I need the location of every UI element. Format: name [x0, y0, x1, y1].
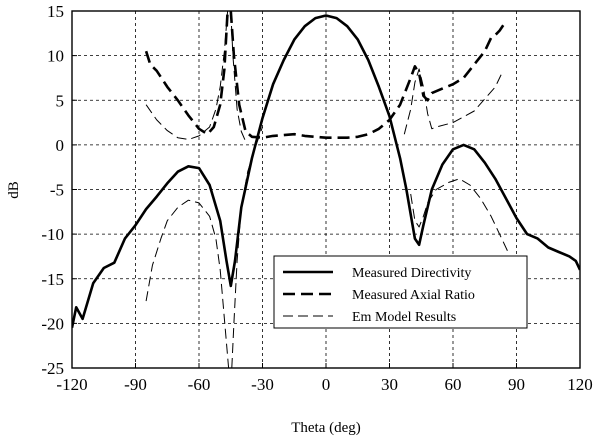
x-tick-label: 120 — [567, 375, 593, 394]
x-tick-label: 30 — [381, 375, 398, 394]
y-axis-title: dB — [6, 181, 22, 199]
series-line-em-model-results — [145, 11, 229, 140]
x-tick-label: 90 — [508, 375, 525, 394]
legend-label-measured-axial-ratio: Measured Axial Ratio — [352, 288, 475, 303]
series-line-em-model-results — [410, 178, 509, 253]
x-tick-label: -30 — [251, 375, 274, 394]
series-line-measured-directivity — [72, 14, 580, 329]
y-tick-label: 10 — [47, 47, 64, 66]
series-line-em-model-results — [231, 126, 263, 368]
y-tick-label: 5 — [56, 91, 65, 110]
x-axis-title: Theta (deg) — [291, 420, 361, 436]
legend-label-measured-directivity: Measured Directivity — [352, 266, 471, 281]
legend-label-em-model-results: Em Model Results — [352, 310, 456, 325]
x-tick-label: -120 — [56, 375, 87, 394]
x-tick-label: 0 — [322, 375, 331, 394]
legend: Measured Directivity Measured Axial Rati… — [273, 255, 528, 329]
x-tick-label: -90 — [124, 375, 147, 394]
y-tick-label: -10 — [41, 225, 64, 244]
series-line-measured-axial-ratio — [229, 11, 505, 139]
series-line-em-model-results — [145, 199, 230, 368]
axis-ticks: -120 -90 -60 -30 0 30 60 90 120 -25 -20 -15 -10 -5 0 5 1… — [41, 2, 592, 394]
series-line-em-model-results — [230, 11, 247, 142]
series-line-measured-axial-ratio — [144, 11, 229, 136]
series-lines — [72, 11, 580, 368]
y-tick-label: 15 — [47, 2, 64, 21]
x-tick-label: 60 — [445, 375, 462, 394]
series-line-em-model-results — [403, 68, 503, 135]
y-tick-label: -20 — [41, 314, 64, 333]
x-tick-label: -60 — [188, 375, 211, 394]
y-tick-label: -15 — [41, 270, 64, 289]
y-tick-label: -5 — [50, 181, 64, 200]
y-tick-label: 0 — [56, 136, 65, 155]
y-tick-label: -25 — [41, 359, 64, 378]
